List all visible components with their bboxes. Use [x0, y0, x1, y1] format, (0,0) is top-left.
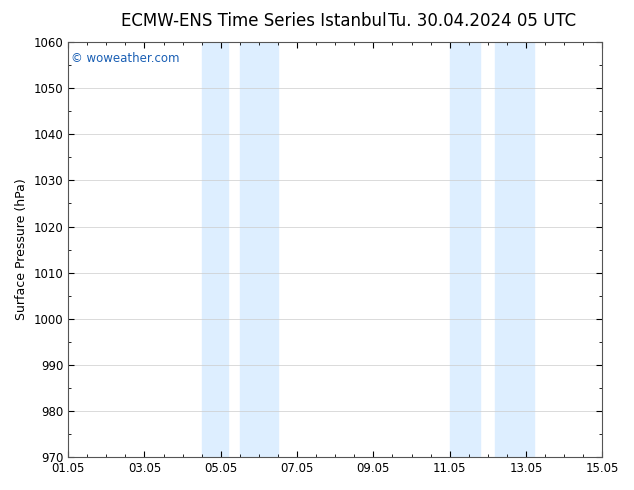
Text: Tu. 30.04.2024 05 UTC: Tu. 30.04.2024 05 UTC — [388, 12, 576, 30]
Bar — [496, 42, 534, 457]
Y-axis label: Surface Pressure (hPa): Surface Pressure (hPa) — [15, 179, 28, 320]
Text: © woweather.com: © woweather.com — [71, 52, 179, 66]
Bar — [450, 42, 480, 457]
Bar — [202, 42, 228, 457]
Text: ECMW-ENS Time Series Istanbul: ECMW-ENS Time Series Istanbul — [121, 12, 386, 30]
Bar — [240, 42, 278, 457]
